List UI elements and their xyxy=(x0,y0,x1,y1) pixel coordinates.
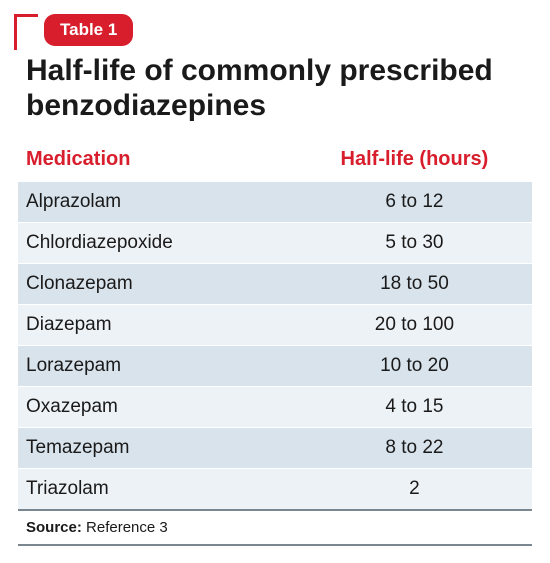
table-row: Lorazepam10 to 20 xyxy=(18,345,532,386)
table-row: Alprazolam6 to 12 xyxy=(18,181,532,222)
cell-half-life: 10 to 20 xyxy=(305,355,524,377)
table-body: Alprazolam6 to 12Chlordiazepoxide5 to 30… xyxy=(18,181,532,509)
table-header-row: Medication Half-life (hours) xyxy=(18,140,532,181)
table-row: Oxazepam4 to 15 xyxy=(18,386,532,427)
table-row: Clonazepam18 to 50 xyxy=(18,263,532,304)
cell-half-life: 8 to 22 xyxy=(305,437,524,459)
table-row: Diazepam20 to 100 xyxy=(18,304,532,345)
corner-accent xyxy=(14,14,38,50)
cell-medication: Clonazepam xyxy=(26,273,305,295)
cell-medication: Temazepam xyxy=(26,437,305,459)
source-label: Source: xyxy=(26,519,82,536)
cell-medication: Chlordiazepoxide xyxy=(26,232,305,254)
table-row: Temazepam8 to 22 xyxy=(18,427,532,468)
column-header-medication: Medication xyxy=(26,148,305,171)
cell-half-life: 18 to 50 xyxy=(305,273,524,295)
table-row: Chlordiazepoxide5 to 30 xyxy=(18,222,532,263)
cell-medication: Triazolam xyxy=(26,478,305,500)
table-row: Triazolam2 xyxy=(18,468,532,509)
benzodiazepine-table: Medication Half-life (hours) Alprazolam6… xyxy=(18,140,532,546)
table-title: Half-life of commonly prescribed benzodi… xyxy=(26,54,530,123)
cell-medication: Oxazepam xyxy=(26,396,305,418)
cell-medication: Diazepam xyxy=(26,314,305,336)
cell-half-life: 20 to 100 xyxy=(305,314,524,336)
cell-half-life: 2 xyxy=(305,478,524,500)
table-source-row: Source: Reference 3 xyxy=(18,509,532,546)
cell-medication: Lorazepam xyxy=(26,355,305,377)
table-number-badge: Table 1 xyxy=(44,14,133,46)
source-text: Reference 3 xyxy=(86,519,168,536)
cell-half-life: 6 to 12 xyxy=(305,191,524,213)
column-header-half-life: Half-life (hours) xyxy=(305,148,524,171)
cell-half-life: 5 to 30 xyxy=(305,232,524,254)
cell-medication: Alprazolam xyxy=(26,191,305,213)
cell-half-life: 4 to 15 xyxy=(305,396,524,418)
